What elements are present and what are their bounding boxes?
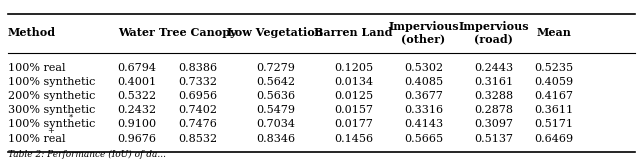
Text: Barren Land: Barren Land xyxy=(314,27,393,38)
Text: 0.4059: 0.4059 xyxy=(534,77,573,87)
Text: 200% synthetic: 200% synthetic xyxy=(8,91,95,101)
Text: 300% synthetic: 300% synthetic xyxy=(8,105,95,115)
Text: 0.3288: 0.3288 xyxy=(474,91,513,101)
Text: 100% real: 100% real xyxy=(8,63,65,73)
Text: 0.9100: 0.9100 xyxy=(117,119,156,129)
Text: 0.2432: 0.2432 xyxy=(117,105,156,115)
Text: Table 2: Performance (IoU) of da...: Table 2: Performance (IoU) of da... xyxy=(8,150,166,159)
Text: Water: Water xyxy=(118,27,156,38)
Text: 0.6956: 0.6956 xyxy=(178,91,217,101)
Text: 0.3097: 0.3097 xyxy=(474,119,513,129)
Text: 0.5479: 0.5479 xyxy=(256,105,295,115)
Text: Impervious
(road): Impervious (road) xyxy=(458,21,529,45)
Text: 0.7034: 0.7034 xyxy=(256,119,295,129)
Text: 0.2878: 0.2878 xyxy=(474,105,513,115)
Text: 0.9676: 0.9676 xyxy=(117,134,156,144)
Text: 100% synthetic: 100% synthetic xyxy=(8,77,95,87)
Text: 100% real: 100% real xyxy=(8,134,65,144)
Text: 0.5642: 0.5642 xyxy=(256,77,295,87)
Text: 0.0134: 0.0134 xyxy=(334,77,373,87)
Text: 0.2443: 0.2443 xyxy=(474,63,513,73)
Text: 0.0177: 0.0177 xyxy=(334,119,373,129)
Text: 0.0125: 0.0125 xyxy=(334,91,373,101)
Text: Mean: Mean xyxy=(537,27,572,38)
Text: 0.8386: 0.8386 xyxy=(178,63,217,73)
Text: 0.7279: 0.7279 xyxy=(256,63,295,73)
Text: Method: Method xyxy=(8,27,56,38)
Text: Tree Canopy: Tree Canopy xyxy=(159,27,236,38)
Text: 0.5322: 0.5322 xyxy=(117,91,156,101)
Text: 0.7332: 0.7332 xyxy=(178,77,217,87)
Text: 0.7402: 0.7402 xyxy=(178,105,217,115)
Text: 0.7476: 0.7476 xyxy=(178,119,217,129)
Text: 0.6469: 0.6469 xyxy=(534,134,573,144)
Text: *: * xyxy=(68,113,73,121)
Text: Low Vegetation: Low Vegetation xyxy=(227,27,323,38)
Text: 0.5137: 0.5137 xyxy=(474,134,513,144)
Text: 0.0157: 0.0157 xyxy=(334,105,373,115)
Text: 0.5665: 0.5665 xyxy=(404,134,443,144)
Text: 0.4001: 0.4001 xyxy=(117,77,156,87)
Text: 0.3161: 0.3161 xyxy=(474,77,513,87)
Text: 0.5235: 0.5235 xyxy=(534,63,573,73)
Text: 0.5636: 0.5636 xyxy=(256,91,295,101)
Text: 0.8532: 0.8532 xyxy=(178,134,217,144)
Text: 0.5171: 0.5171 xyxy=(534,119,573,129)
Text: 0.4085: 0.4085 xyxy=(404,77,443,87)
Text: 100% synthetic: 100% synthetic xyxy=(8,119,95,129)
Text: 0.3316: 0.3316 xyxy=(404,105,443,115)
Text: Impervious
(other): Impervious (other) xyxy=(388,21,459,45)
Text: 0.4167: 0.4167 xyxy=(534,91,573,101)
Text: +: + xyxy=(47,128,54,136)
Text: 0.6794: 0.6794 xyxy=(117,63,156,73)
Text: 0.5302: 0.5302 xyxy=(404,63,443,73)
Text: 0.3611: 0.3611 xyxy=(534,105,573,115)
Text: 0.8346: 0.8346 xyxy=(256,134,295,144)
Text: 0.4143: 0.4143 xyxy=(404,119,443,129)
Text: 0.1456: 0.1456 xyxy=(334,134,373,144)
Text: 0.3677: 0.3677 xyxy=(404,91,443,101)
Text: 0.1205: 0.1205 xyxy=(334,63,373,73)
